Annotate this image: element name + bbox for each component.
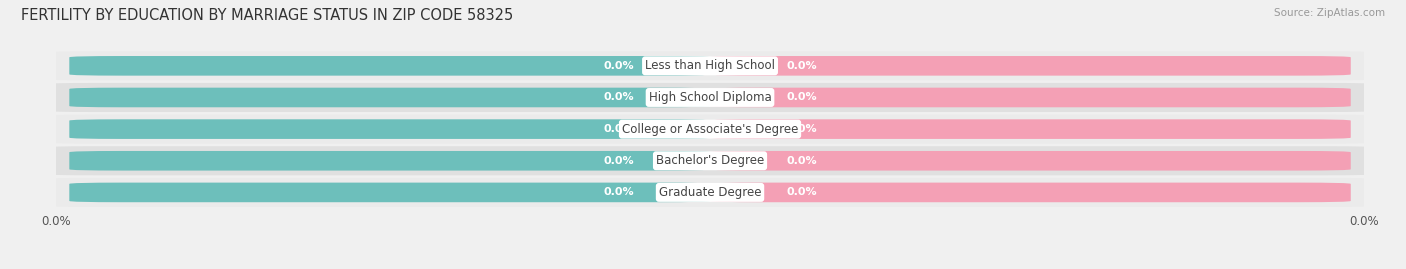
Text: Graduate Degree: Graduate Degree	[659, 186, 761, 199]
FancyBboxPatch shape	[69, 183, 710, 202]
Text: 0.0%: 0.0%	[603, 93, 634, 102]
Text: 0.0%: 0.0%	[786, 156, 817, 166]
Text: 0.0%: 0.0%	[786, 93, 817, 102]
FancyBboxPatch shape	[44, 115, 1376, 144]
FancyBboxPatch shape	[710, 119, 1351, 139]
FancyBboxPatch shape	[44, 178, 1376, 207]
FancyBboxPatch shape	[44, 83, 1376, 112]
FancyBboxPatch shape	[69, 151, 710, 171]
Text: 0.0%: 0.0%	[603, 187, 634, 197]
Text: College or Associate's Degree: College or Associate's Degree	[621, 123, 799, 136]
FancyBboxPatch shape	[44, 146, 1376, 175]
FancyBboxPatch shape	[69, 119, 710, 139]
FancyBboxPatch shape	[710, 183, 1351, 202]
FancyBboxPatch shape	[44, 51, 1376, 80]
Text: Source: ZipAtlas.com: Source: ZipAtlas.com	[1274, 8, 1385, 18]
FancyBboxPatch shape	[69, 56, 710, 76]
Text: Bachelor's Degree: Bachelor's Degree	[657, 154, 763, 167]
Text: 0.0%: 0.0%	[603, 124, 634, 134]
Text: 0.0%: 0.0%	[786, 187, 817, 197]
Text: 0.0%: 0.0%	[603, 61, 634, 71]
Text: High School Diploma: High School Diploma	[648, 91, 772, 104]
Legend: Married, Unmarried: Married, Unmarried	[620, 264, 800, 269]
Text: 0.0%: 0.0%	[786, 61, 817, 71]
Text: Less than High School: Less than High School	[645, 59, 775, 72]
FancyBboxPatch shape	[710, 56, 1351, 76]
FancyBboxPatch shape	[710, 88, 1351, 107]
Text: FERTILITY BY EDUCATION BY MARRIAGE STATUS IN ZIP CODE 58325: FERTILITY BY EDUCATION BY MARRIAGE STATU…	[21, 8, 513, 23]
Text: 0.0%: 0.0%	[603, 156, 634, 166]
FancyBboxPatch shape	[710, 151, 1351, 171]
Text: 0.0%: 0.0%	[786, 124, 817, 134]
FancyBboxPatch shape	[69, 88, 710, 107]
